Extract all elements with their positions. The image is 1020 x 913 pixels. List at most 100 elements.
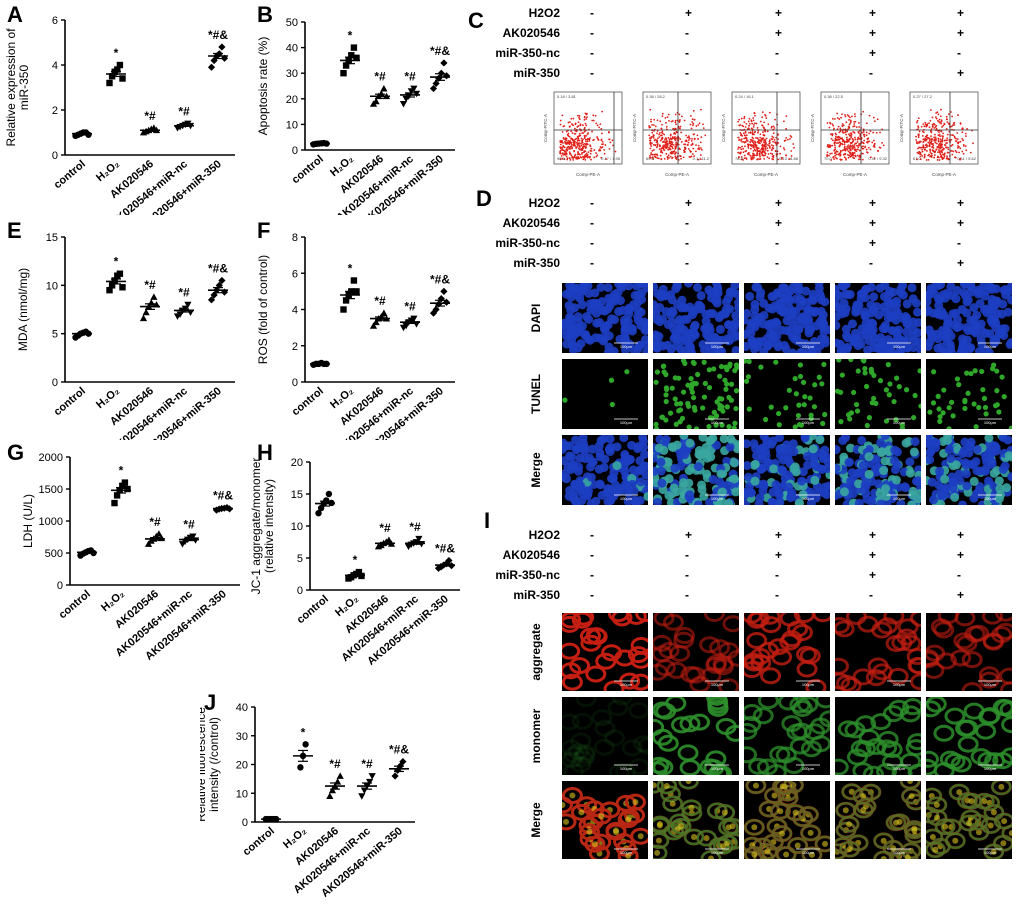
treatment-sign: - xyxy=(590,548,594,562)
data-point xyxy=(111,499,118,507)
table-c: H2O2 - + + + + AK020546 - - + + + miR-350-nc - - - + - miR… xyxy=(490,6,1020,86)
row-label: AK020546 xyxy=(502,548,560,562)
cell-layer xyxy=(926,435,1012,505)
significance-mark: * xyxy=(119,464,124,478)
treatment-sign: - xyxy=(590,196,594,210)
data-point xyxy=(207,63,216,71)
significance-mark: * xyxy=(353,553,358,567)
y-tick-label: 0 xyxy=(297,585,303,597)
y-axis-label: miR-350 xyxy=(17,65,31,111)
micrograph-tile: 100μm xyxy=(653,283,739,353)
cell-layer xyxy=(653,283,739,353)
flow-plot: Comp-PE-A Comp-FITC-A 0.18 / 3.81 95.8 0.17 … xyxy=(543,91,623,177)
treatment-sign: - xyxy=(775,256,779,270)
data-point xyxy=(429,84,438,93)
micrograph-tile: 100μm xyxy=(744,697,830,775)
significance-mark: *#& xyxy=(389,743,409,757)
treatment-sign: - xyxy=(957,46,961,60)
micrograph-tile: 100μm xyxy=(653,613,739,691)
treatment-sign: + xyxy=(775,548,783,562)
cell-layer xyxy=(835,781,921,859)
treatment-sign: + xyxy=(869,26,877,40)
data-point xyxy=(440,59,448,67)
data-point xyxy=(116,61,124,69)
y-tick-label: 40 xyxy=(286,43,298,55)
scale-bar-label: 100μm xyxy=(802,344,815,349)
quadrant-value: 0.17 / 1.95 xyxy=(601,156,621,161)
significance-mark: *#& xyxy=(208,28,228,42)
data-point xyxy=(437,295,445,303)
treatment-sign: - xyxy=(685,66,689,80)
cell-layer xyxy=(744,283,830,353)
treatment-sign: + xyxy=(957,256,965,270)
panel-label-h: H xyxy=(257,440,273,465)
flow-x-label: Comp-PE-A xyxy=(665,172,689,177)
y-tick-label: 0 xyxy=(292,377,298,389)
significance-mark: * xyxy=(301,725,306,739)
x-tick-label: H₂O₂ xyxy=(94,158,122,184)
significance-mark: *#& xyxy=(208,262,228,276)
y-tick-label: 0 xyxy=(52,377,58,389)
significance-mark: *# xyxy=(178,286,190,300)
data-point xyxy=(399,101,408,108)
scale-bar-label: 100μm xyxy=(711,344,724,349)
data-point xyxy=(111,277,118,284)
treatment-sign: + xyxy=(775,26,783,40)
data-point xyxy=(297,764,304,771)
treatment-sign: + xyxy=(957,588,965,602)
treatment-sign: - xyxy=(775,568,779,582)
y-tick-label: 1000 xyxy=(39,516,63,528)
event-cloud xyxy=(559,110,617,161)
x-tick-label: control xyxy=(295,593,331,626)
treatment-sign: + xyxy=(775,6,783,20)
data-point xyxy=(380,309,388,317)
y-tick-label: 2000 xyxy=(39,452,63,464)
micrograph-tile: 100μm xyxy=(835,697,921,775)
series-group xyxy=(106,270,126,294)
treatment-sign: - xyxy=(590,236,594,250)
significance-mark: *# xyxy=(379,521,391,535)
cell-layer xyxy=(835,359,921,429)
y-tick-label: 0 xyxy=(292,145,298,157)
panel-label-f: F xyxy=(257,218,271,243)
data-point xyxy=(350,277,358,284)
data-point xyxy=(142,308,150,316)
data-point xyxy=(124,485,131,493)
data-point xyxy=(369,322,378,329)
flow-y-label: Comp-FITC-A xyxy=(543,114,548,142)
cell-layer xyxy=(744,781,830,859)
data-point xyxy=(189,533,197,540)
treatment-sign: - xyxy=(590,6,594,20)
significance-mark: * xyxy=(348,262,353,276)
treatment-sign: + xyxy=(957,528,965,542)
x-tick-label: control xyxy=(52,158,88,191)
data-point xyxy=(358,793,366,800)
significance-mark: * xyxy=(114,255,119,269)
cell-layer xyxy=(926,283,1012,353)
micrograph-tile: 100μm xyxy=(653,781,739,859)
y-tick-label: 15 xyxy=(46,232,58,244)
scale-bar-label: 100μm xyxy=(984,850,997,855)
treatment-sign: - xyxy=(590,588,594,602)
y-tick-label: 10 xyxy=(46,280,58,292)
panel-label-i: I xyxy=(484,508,491,533)
y-tick-label: 40 xyxy=(236,702,248,714)
y-tick-label: 10 xyxy=(291,521,303,533)
quadrant-value: 0.38 / 22.5 xyxy=(824,94,844,99)
significance-mark: *# xyxy=(183,517,195,531)
data-point xyxy=(350,44,358,51)
data-point xyxy=(432,305,440,314)
cell-layer xyxy=(926,613,1012,691)
significance-mark: *#& xyxy=(435,542,455,556)
cell-layer xyxy=(562,369,630,408)
treatment-sign: + xyxy=(869,236,877,250)
row-label: miR-350 xyxy=(513,66,560,80)
treatment-sign: + xyxy=(957,26,965,40)
row-label: miR-350-nc xyxy=(495,46,560,60)
significance-mark: *#& xyxy=(213,489,233,503)
treatment-sign: - xyxy=(775,66,779,80)
y-axis-label: (relative intensity) xyxy=(262,479,276,573)
data-point xyxy=(218,276,226,285)
